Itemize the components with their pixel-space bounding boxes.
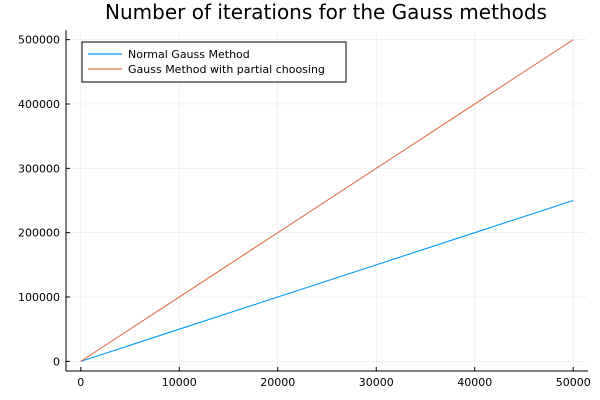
ticks: 0 10000 20000 30000 40000 5000001000002000003… [18,34,591,389]
y-tick-label: 400000 [18,98,60,111]
y-tick-label: 500000 [18,34,60,47]
y-tick-label: 100000 [18,291,60,304]
legend-box [81,41,347,83]
y-tick-label: 300000 [18,162,60,175]
x-tick-label: 20000 [260,376,295,389]
grid [66,30,588,371]
y-tick-label: 200000 [18,227,60,240]
x-tick-label: 40000 [457,376,492,389]
chart-title: Number of iterations for the Gauss metho… [105,0,547,24]
series-line-1 [80,199,574,362]
series-lines [80,39,574,362]
x-tick-label: 0 [77,376,84,389]
x-tick-label: 10000 [162,376,197,389]
legend: Normal Gauss Method Gauss Method with par… [81,41,347,83]
legend-label: Normal Gauss Method [128,48,250,61]
axes [65,30,588,372]
x-tick-label: 50000 [556,376,591,389]
series-line-2 [80,39,574,362]
x-tick-label: 30000 [359,376,394,389]
y-tick-label: 0 [53,355,60,368]
legend-label: Gauss Method with partial choosing [128,63,325,76]
